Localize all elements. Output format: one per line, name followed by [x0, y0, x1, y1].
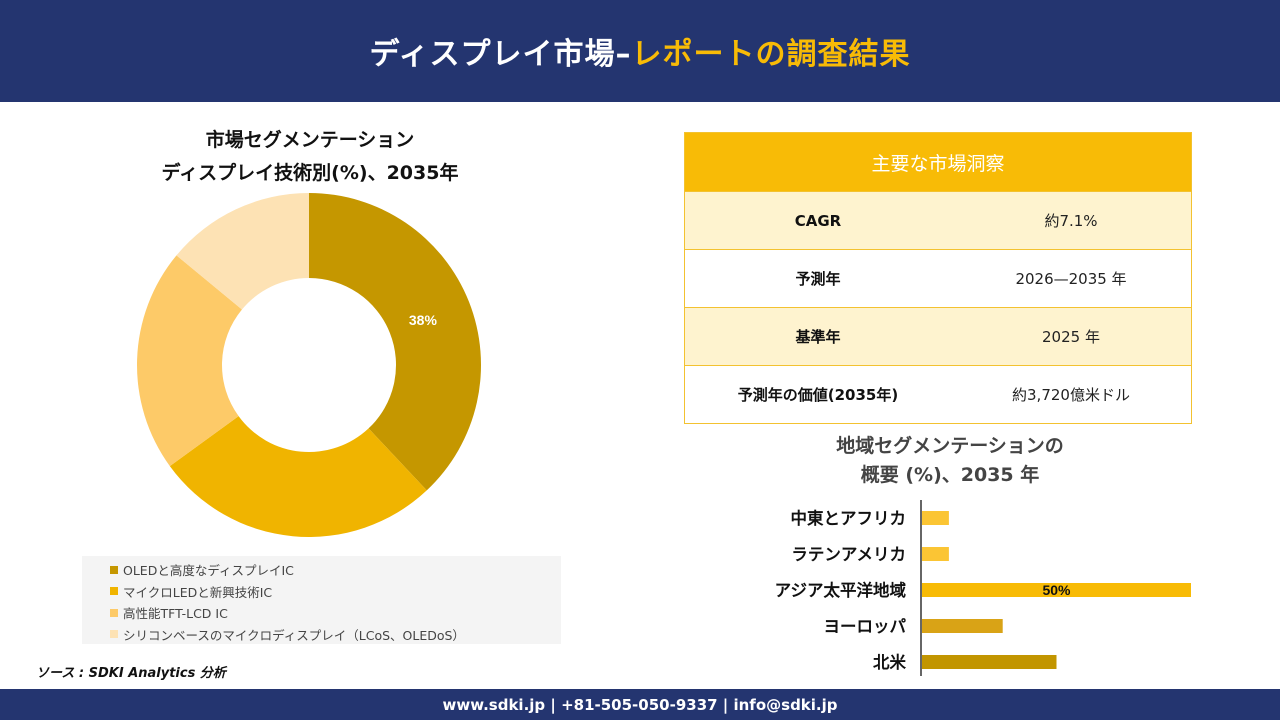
title-highlight: レポートの調査結果: [631, 37, 911, 72]
donut-title-line1: 市場セグメンテーション: [205, 129, 415, 151]
legend-swatch: [110, 587, 118, 596]
bar-category-label: アジア太平洋地域: [775, 580, 907, 600]
legend-item: シリコンベースのマイクロディスプレイ（LCoS、OLEDoS）: [110, 624, 561, 646]
insights-heading: 主要な市場洞察: [685, 133, 1191, 191]
bar-title-line2: 概要 (%)、2035 年: [860, 464, 1040, 486]
key-insights-table: 主要な市場洞察 CAGR 約7.1% 予測年 2026—2035 年 基準年 2…: [684, 132, 1192, 424]
donut-chart: 38%: [137, 193, 481, 537]
legend-label: シリコンベースのマイクロディスプレイ（LCoS、OLEDoS）: [123, 627, 465, 643]
source-note: ソース : SDKI Analytics 分析: [36, 666, 226, 681]
title-dash: –: [615, 37, 632, 72]
insights-label: 予測年: [795, 270, 841, 288]
donut-slice-3: [137, 255, 242, 467]
footer-contact: www.sdki.jp | +81-505-050-9337 | info@sd…: [442, 695, 838, 714]
bar-category-label: 北米: [873, 652, 907, 672]
legend-item: 高性能TFT-LCD IC: [110, 602, 561, 624]
insights-row-cagr: CAGR 約7.1%: [685, 191, 1191, 249]
donut-chart-title: 市場セグメンテーション ディスプレイ技術別(%)、2035年: [90, 124, 530, 190]
header-banner: ディスプレイ市場–レポートの調査結果: [0, 0, 1280, 102]
insights-value: 約3,720億米ドル: [1012, 386, 1130, 404]
bar-category-label: ラテンアメリカ: [791, 545, 906, 564]
legend-label: OLEDと高度なディスプレイIC: [123, 563, 294, 579]
bar-category-label: 中東とアフリカ: [791, 508, 907, 528]
bar-3: [922, 583, 1191, 597]
title-main: ディスプレイ市場: [369, 37, 616, 72]
donut-slice-4: [176, 193, 309, 310]
insights-label: CAGR: [794, 211, 842, 230]
legend-swatch: [110, 565, 118, 574]
legend-label: 高性能TFT-LCD IC: [123, 606, 228, 622]
bar-5: [922, 655, 1057, 669]
insights-value: 2025 年: [1042, 328, 1100, 346]
insights-label: 基準年: [795, 328, 841, 346]
page-title: ディスプレイ市場–レポートの調査結果: [370, 29, 911, 73]
insights-value: 約7.1%: [1044, 212, 1098, 230]
legend-label: マイクロLEDと新興技術IC: [123, 584, 273, 600]
bar-2: [922, 547, 949, 561]
insights-value: 2026—2035 年: [1015, 270, 1127, 288]
insights-row-base-year: 基準年 2025 年: [685, 307, 1191, 365]
donut-slice-2: [169, 416, 427, 537]
legend-swatch: [110, 630, 118, 639]
donut-legend: OLEDと高度なディスプレイIC マイクロLEDと新興技術IC 高性能TFT-LCD…: [82, 556, 561, 644]
footer-banner: www.sdki.jp | +81-505-050-9337 | info@sd…: [0, 689, 1280, 720]
bar-category-label: ヨーロッパ: [824, 617, 907, 636]
legend-item: マイクロLEDと新興技術IC: [110, 581, 561, 603]
legend-swatch: [110, 608, 118, 617]
donut-slice-1: [309, 193, 481, 491]
insights-row-forecast-value: 予測年の価値(2035年) 約3,720億米ドル: [685, 365, 1191, 423]
insights-label: 予測年の価値(2035年): [737, 386, 899, 404]
bar-chart-title: 地域セグメンテーションの 概要 (%)、2035 年: [760, 432, 1140, 490]
bar-1: [922, 511, 949, 525]
bar-data-label: 50%: [1042, 582, 1071, 598]
donut-title-line2: ディスプレイ技術別(%)、2035年: [161, 162, 459, 184]
legend-item: OLEDと高度なディスプレイIC: [110, 559, 561, 581]
insights-row-forecast-period: 予測年 2026—2035 年: [685, 249, 1191, 307]
donut-data-label: 38%: [409, 312, 438, 328]
bar-title-line1: 地域セグメンテーションの: [836, 435, 1064, 457]
bar-4: [922, 619, 1003, 633]
